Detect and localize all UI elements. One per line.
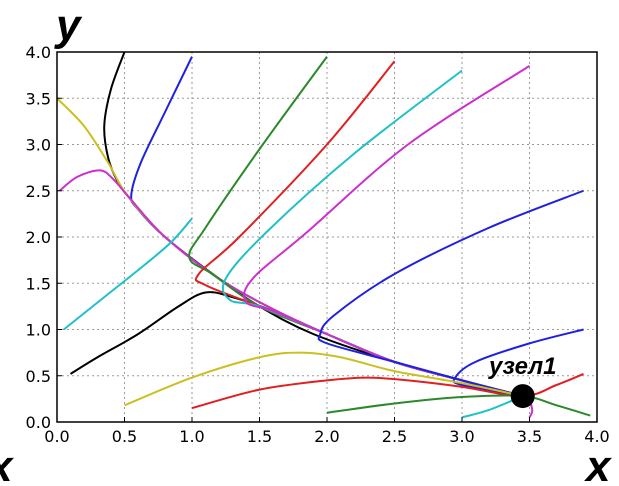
x-tick-label: 1.0 [179,427,204,446]
trajectory-line [103,51,524,398]
x-tick-label: 0.5 [112,427,137,446]
trajectory-line [69,291,524,398]
trajectory-line [124,351,523,407]
x-tick-label: 3.0 [449,427,474,446]
trajectory-line [191,372,584,410]
x-tick-label: 4.0 [584,427,609,446]
trajectory-line [452,328,584,398]
y-tick-label: 3.5 [26,89,51,108]
y-tick-label: 3.0 [26,136,51,155]
x-tick-label: 3.5 [517,427,542,446]
trajectory-line [63,217,193,331]
y-tick-label: 4.0 [26,43,51,62]
tick-labels: 0.0 0.5 1.0 1.5 2.0 2.5 3.0 3.5 4.0 0.0 0.5 1.0 1.5 2… [26,43,610,446]
x-tick-label: 2.0 [314,427,339,446]
y-tick-label: 2.0 [26,228,51,247]
trajectory-line [317,189,584,398]
trajectory-line [194,60,524,398]
x-axis-label: x [584,442,612,486]
y-tick-label: 0.5 [26,367,51,386]
left-edge-label: x [0,442,14,486]
trajectories [56,51,591,419]
x-tick-label: 1.5 [247,427,272,446]
trajectory-line [326,394,591,417]
y-tick-label: 1.5 [26,274,51,293]
y-axis-label: y [54,1,83,50]
y-tick-label: 1.0 [26,321,51,340]
trajectory-line [188,56,524,398]
node-point [510,384,535,409]
y-tick-label: 0.0 [26,413,51,432]
x-tick-label: 0.0 [44,427,69,446]
trajectory-line [242,65,531,398]
x-tick-label: 2.5 [382,427,407,446]
node-label: узел1 [488,353,557,380]
y-tick-label: 2.5 [26,182,51,201]
